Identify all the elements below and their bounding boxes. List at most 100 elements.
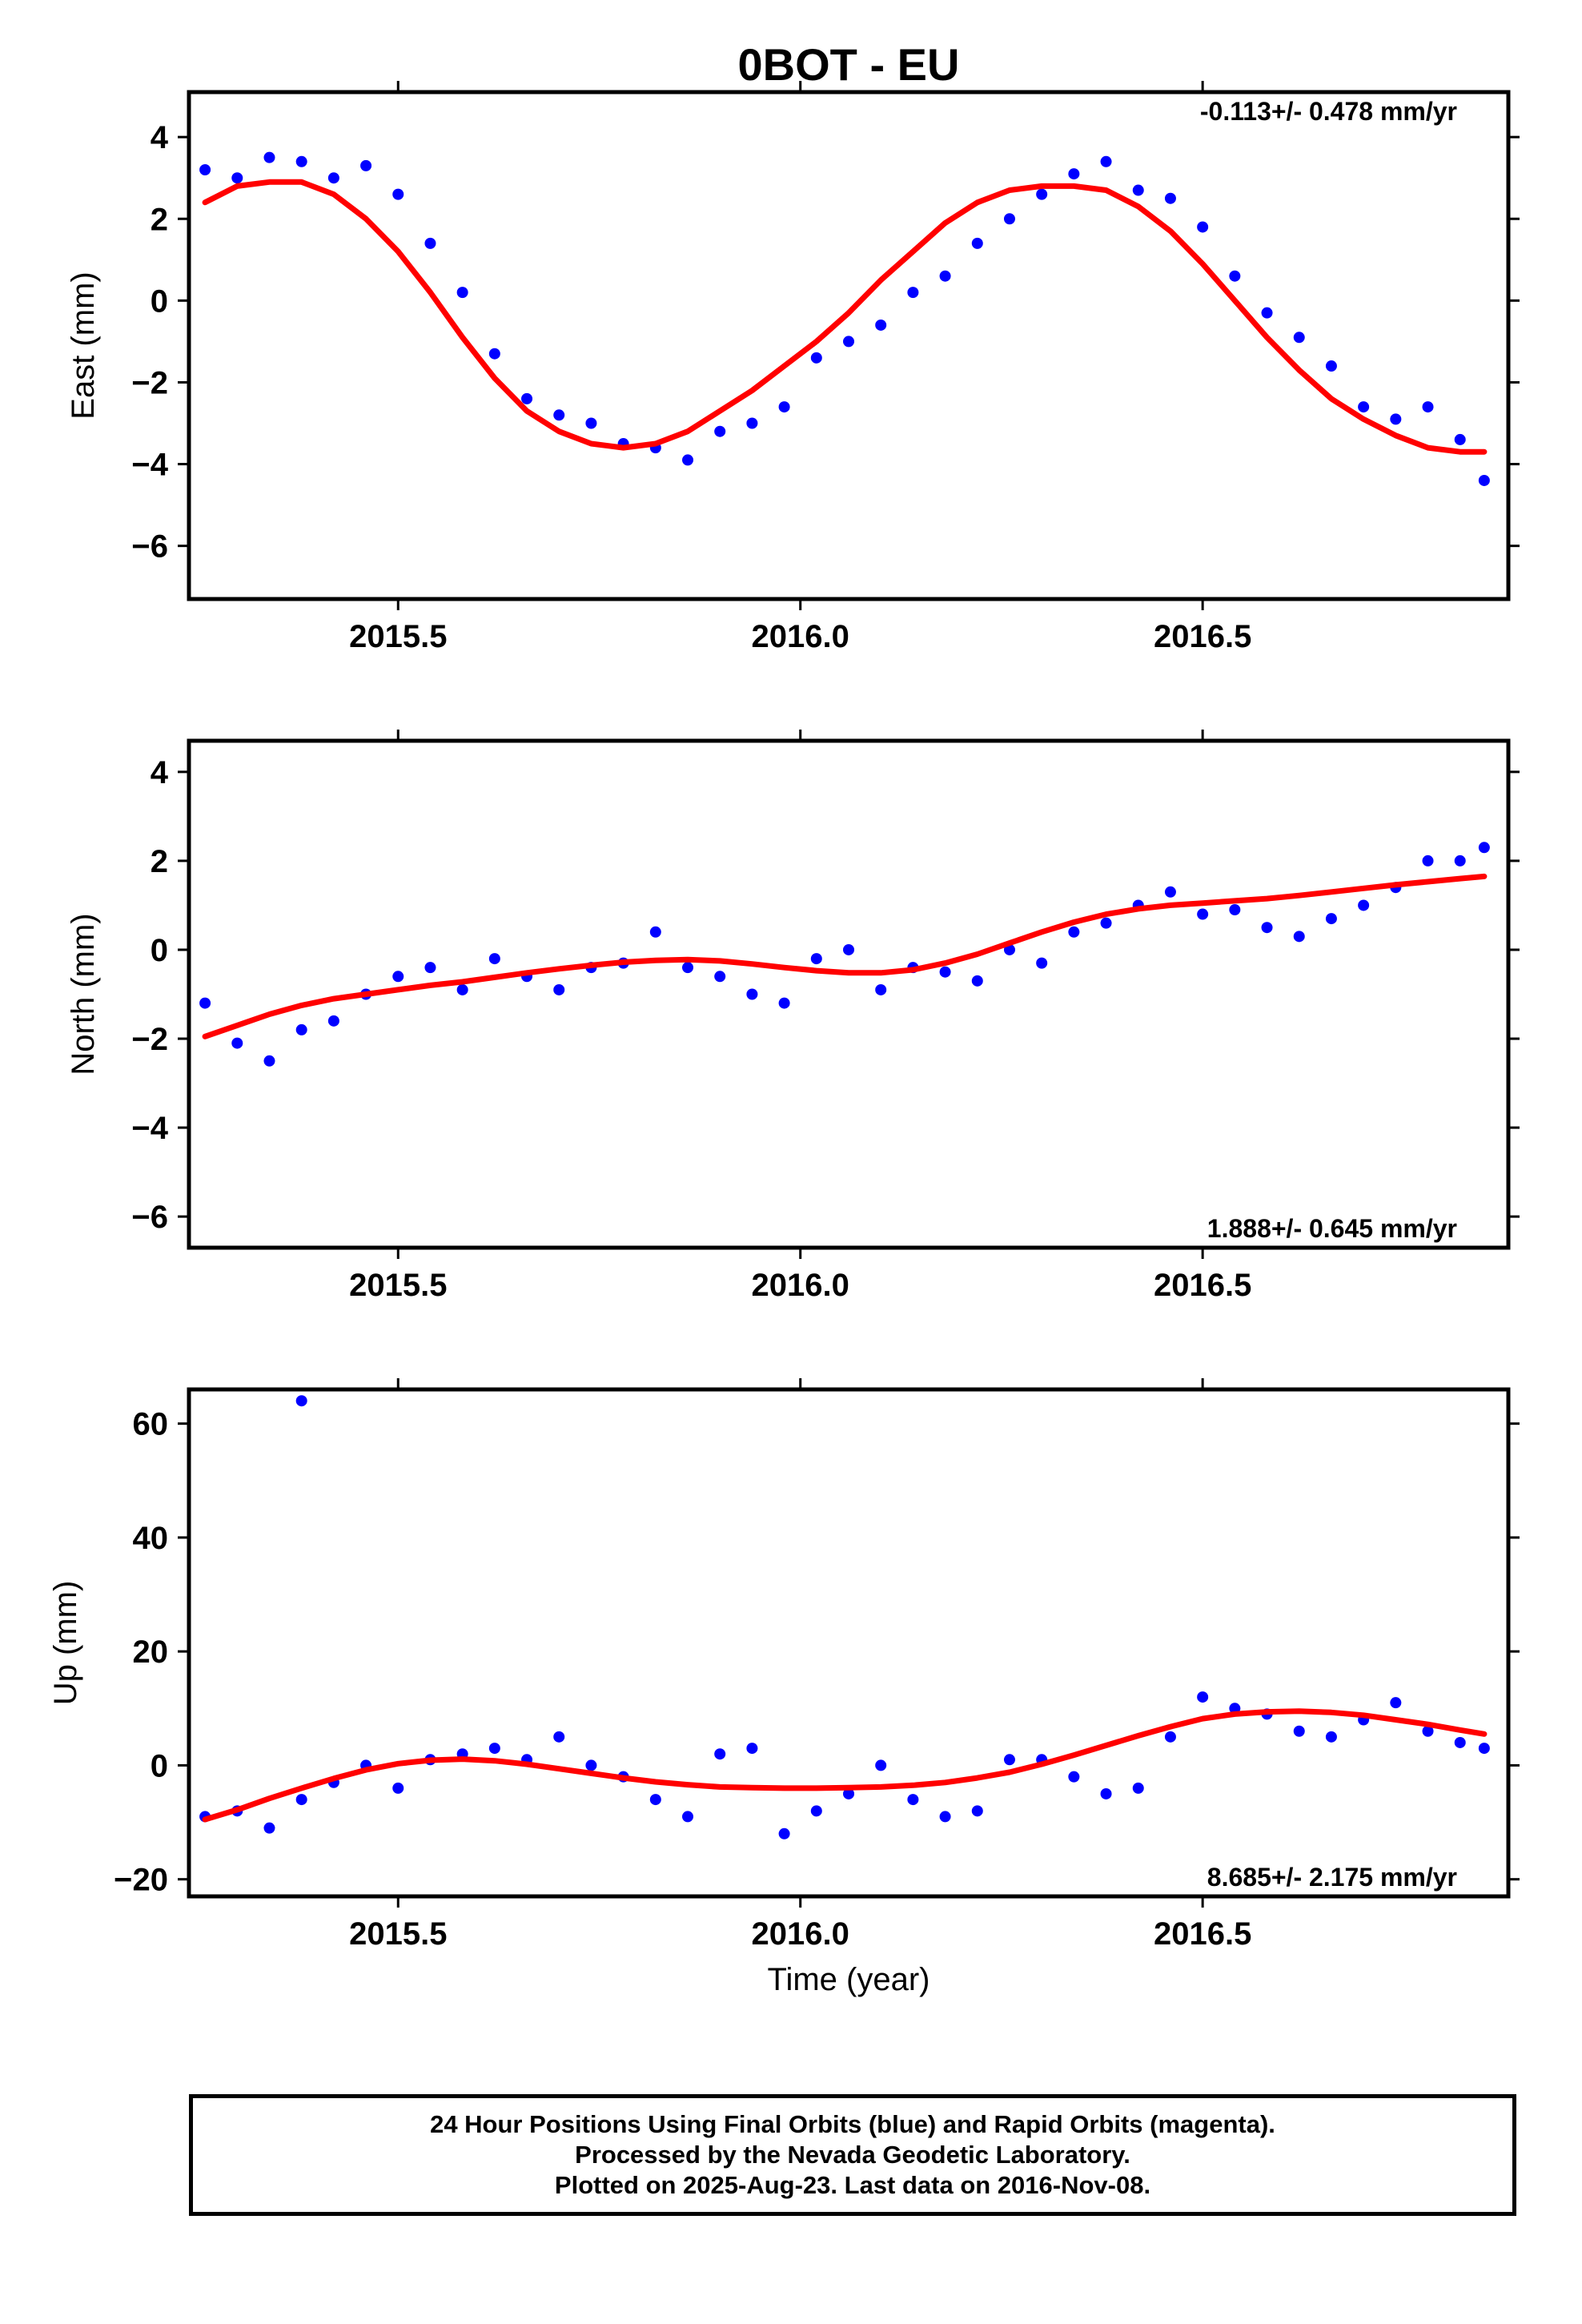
east-y-tick-label: 4: [151, 120, 169, 155]
up-data-point: [971, 1805, 983, 1817]
footer-line-2: Processed by the Nevada Geodetic Laborat…: [575, 2141, 1130, 2169]
footer-line-1: 24 Hour Positions Using Final Orbits (bl…: [430, 2110, 1275, 2138]
east-rate-label: -0.113+/- 0.478 mm/yr: [1200, 97, 1457, 126]
east-data-point: [682, 454, 694, 466]
east-data-point: [1003, 213, 1015, 225]
north-data-point: [553, 983, 565, 995]
north-data-point: [295, 1023, 307, 1035]
up-data-point: [714, 1748, 726, 1760]
up-x-tick-label: 2016.5: [1154, 1916, 1251, 1952]
north-y-tick-label: 4: [151, 755, 169, 790]
up-plot-area: [199, 1395, 1490, 1839]
east-data-point: [295, 155, 307, 167]
up-data-point: [1197, 1691, 1209, 1703]
north-data-point: [1261, 922, 1273, 934]
chart-title: 0BOT - EU: [738, 39, 960, 90]
up-data-point: [1390, 1697, 1402, 1709]
up-data-point: [392, 1782, 404, 1794]
up-data-point: [585, 1759, 597, 1771]
east-data-point: [456, 287, 468, 299]
east-data-point: [1229, 270, 1241, 282]
east-data-point: [360, 159, 372, 171]
east-y-tick-label: −2: [131, 365, 168, 400]
north-data-point: [1100, 917, 1112, 929]
east-data-point: [971, 237, 983, 249]
east-data-point: [1478, 474, 1490, 486]
north-data-point: [1422, 854, 1434, 866]
east-y-axis-title: East (mm): [66, 271, 101, 419]
east-data-point: [1164, 192, 1176, 204]
up-y-tick-label: 60: [133, 1407, 169, 1442]
east-data-point: [746, 417, 758, 429]
north-data-point: [1164, 886, 1176, 898]
north-x-tick-label: 2015.5: [349, 1268, 447, 1303]
east-data-point: [1132, 184, 1144, 196]
up-data-point: [488, 1743, 500, 1755]
east-data-point: [778, 401, 790, 413]
east-x-tick-label: 2016.0: [752, 619, 849, 654]
north-data-point: [327, 1015, 339, 1027]
east-data-point: [424, 237, 436, 249]
east-y-tick-label: 0: [151, 283, 168, 319]
north-x-tick-label: 2016.5: [1154, 1268, 1251, 1303]
up-data-point: [1325, 1731, 1337, 1743]
x-axis-title: Time (year): [768, 1962, 930, 1997]
east-data-point: [553, 409, 565, 421]
north-plot-area: [199, 842, 1490, 1067]
east-data-point: [263, 151, 275, 163]
east-data-point: [810, 352, 822, 364]
north-data-point: [1454, 854, 1466, 866]
up-data-point: [1068, 1771, 1080, 1783]
north-y-tick-label: 0: [151, 933, 168, 968]
up-data-point: [907, 1794, 919, 1806]
up-data-point: [649, 1794, 661, 1806]
north-panel: 2015.5 2016.0 2016.5 −6 −4 −2 0 2 4 North (mm) 1.8…: [66, 730, 1520, 1303]
north-data-point: [456, 983, 468, 995]
up-y-tick-label: 0: [151, 1748, 168, 1783]
north-data-point: [649, 926, 661, 938]
east-data-point: [714, 425, 726, 437]
north-data-point: [875, 983, 887, 995]
north-y-axis-title: North (mm): [66, 913, 101, 1075]
east-data-point: [392, 188, 404, 200]
up-fit-curve: [202, 1708, 1488, 1823]
up-data-point: [295, 1395, 307, 1407]
up-x-tick-label: 2016.0: [752, 1916, 849, 1952]
east-data-point: [327, 172, 339, 184]
east-data-point: [1036, 188, 1048, 200]
east-data-point: [939, 270, 951, 282]
east-fit-curve: [202, 179, 1488, 455]
up-data-point: [778, 1827, 790, 1839]
up-data-point: [1293, 1725, 1305, 1737]
east-panel: 2015.5 2016.0 2016.5 −6 −4 −2 0 2 4 East (mm) -0.1…: [66, 81, 1520, 654]
east-data-point: [585, 417, 597, 429]
east-data-point: [1100, 155, 1112, 167]
up-x-tick-label: 2015.5: [349, 1916, 447, 1952]
north-x-tick-label: 2016.0: [752, 1268, 849, 1303]
up-data-point: [1164, 1731, 1176, 1743]
north-data-point: [778, 997, 790, 1009]
up-data-point: [1100, 1787, 1112, 1799]
north-y-tick-label: −6: [131, 1200, 168, 1235]
north-data-point: [392, 971, 404, 983]
east-plot-area: [199, 151, 1490, 486]
north-data-point: [1229, 904, 1241, 915]
footer-caption: 24 Hour Positions Using Final Orbits (bl…: [189, 2094, 1516, 2216]
up-data-point: [939, 1811, 951, 1823]
north-data-point: [488, 953, 500, 965]
east-data-point: [488, 348, 500, 360]
north-data-point: [1197, 908, 1209, 920]
north-data-point: [1325, 913, 1337, 925]
east-data-point: [1422, 401, 1434, 413]
up-data-point: [553, 1731, 565, 1743]
east-data-point: [875, 319, 887, 331]
north-y-tick-label: −4: [131, 1111, 168, 1146]
footer-line-3: Plotted on 2025-Aug-23. Last data on 201…: [554, 2171, 1151, 2199]
up-data-point: [1003, 1754, 1015, 1766]
north-data-point: [810, 953, 822, 965]
north-y-tick-label: 2: [151, 844, 168, 879]
north-data-point: [199, 997, 211, 1009]
up-panel: 2015.5 2016.0 2016.5 −20 0 20 40 60 Up (mm) 8.685…: [48, 1378, 1520, 1952]
north-data-point: [263, 1055, 275, 1067]
